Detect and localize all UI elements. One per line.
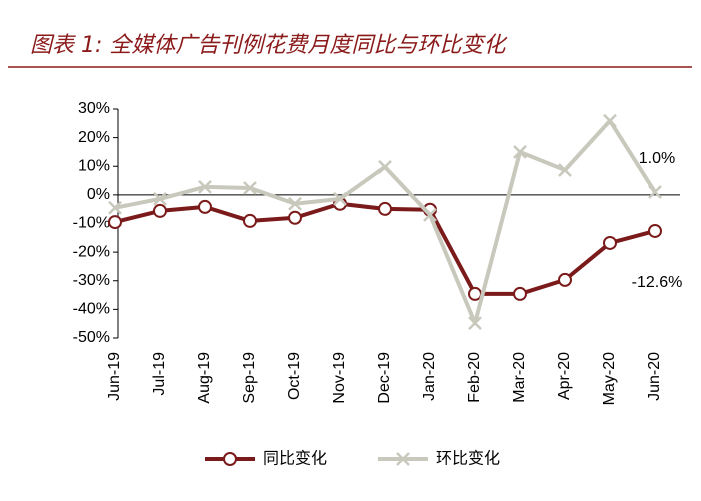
legend-label: 同比变化 — [263, 449, 327, 468]
x-tick-label: Jan-20 — [421, 352, 438, 401]
series-line — [114, 201, 656, 296]
point-marker — [378, 159, 392, 174]
chart-title: 图表 1: 全媒体广告刊例花费月度同比与环比变化 — [30, 33, 508, 58]
point-marker — [603, 113, 617, 128]
point-marker — [198, 179, 212, 194]
point-marker — [243, 213, 257, 228]
point-marker — [603, 235, 617, 250]
x-tick-label: Jun-20 — [646, 352, 663, 401]
point-marker — [648, 223, 662, 238]
point-marker — [243, 181, 257, 195]
point-marker — [648, 185, 662, 199]
point-marker — [558, 272, 572, 287]
x-tick-label: Jun-19 — [106, 352, 123, 401]
point-marker — [288, 196, 302, 211]
value-label: -12.6% — [632, 274, 683, 291]
point-marker — [513, 145, 527, 159]
point-marker — [153, 191, 167, 206]
point-marker — [288, 210, 302, 225]
legend-label: 环比变化 — [436, 449, 500, 468]
legend-marker — [223, 452, 237, 466]
point-marker — [198, 199, 212, 214]
series-line — [114, 118, 657, 326]
x-tick-label: Nov-19 — [331, 352, 348, 404]
x-tick-label: Jul-19 — [151, 352, 168, 396]
point-marker — [558, 163, 572, 177]
legend-marker — [396, 452, 410, 466]
y-tick-label: -40% — [73, 301, 110, 318]
point-marker — [333, 191, 347, 206]
x-tick-label: Sep-19 — [241, 352, 258, 404]
y-tick-label: -20% — [73, 243, 110, 260]
point-marker — [378, 201, 392, 216]
y-tick-label: 10% — [78, 157, 110, 174]
x-tick-label: Feb-20 — [466, 352, 483, 403]
value-label: 1.0% — [639, 150, 675, 167]
y-tick-label: -50% — [73, 329, 110, 346]
point-marker — [108, 215, 122, 230]
point-marker — [468, 316, 482, 330]
y-tick-label: -10% — [73, 215, 110, 232]
x-tick-label: Mar-20 — [511, 352, 528, 403]
point-marker — [468, 286, 482, 301]
y-tick-label: 0% — [87, 186, 110, 203]
x-tick-label: Apr-20 — [556, 352, 573, 400]
x-tick-label: May-20 — [601, 352, 618, 405]
point-marker — [153, 203, 167, 218]
x-tick-label: Aug-19 — [196, 352, 213, 404]
point-marker — [108, 200, 122, 215]
y-tick-label: 30% — [78, 100, 110, 117]
point-marker — [513, 286, 527, 301]
y-tick-label: -30% — [73, 272, 110, 289]
point-marker — [423, 208, 437, 222]
x-tick-label: Dec-19 — [376, 352, 393, 404]
y-tick-label: 20% — [78, 129, 110, 146]
x-tick-label: Oct-19 — [286, 352, 303, 400]
